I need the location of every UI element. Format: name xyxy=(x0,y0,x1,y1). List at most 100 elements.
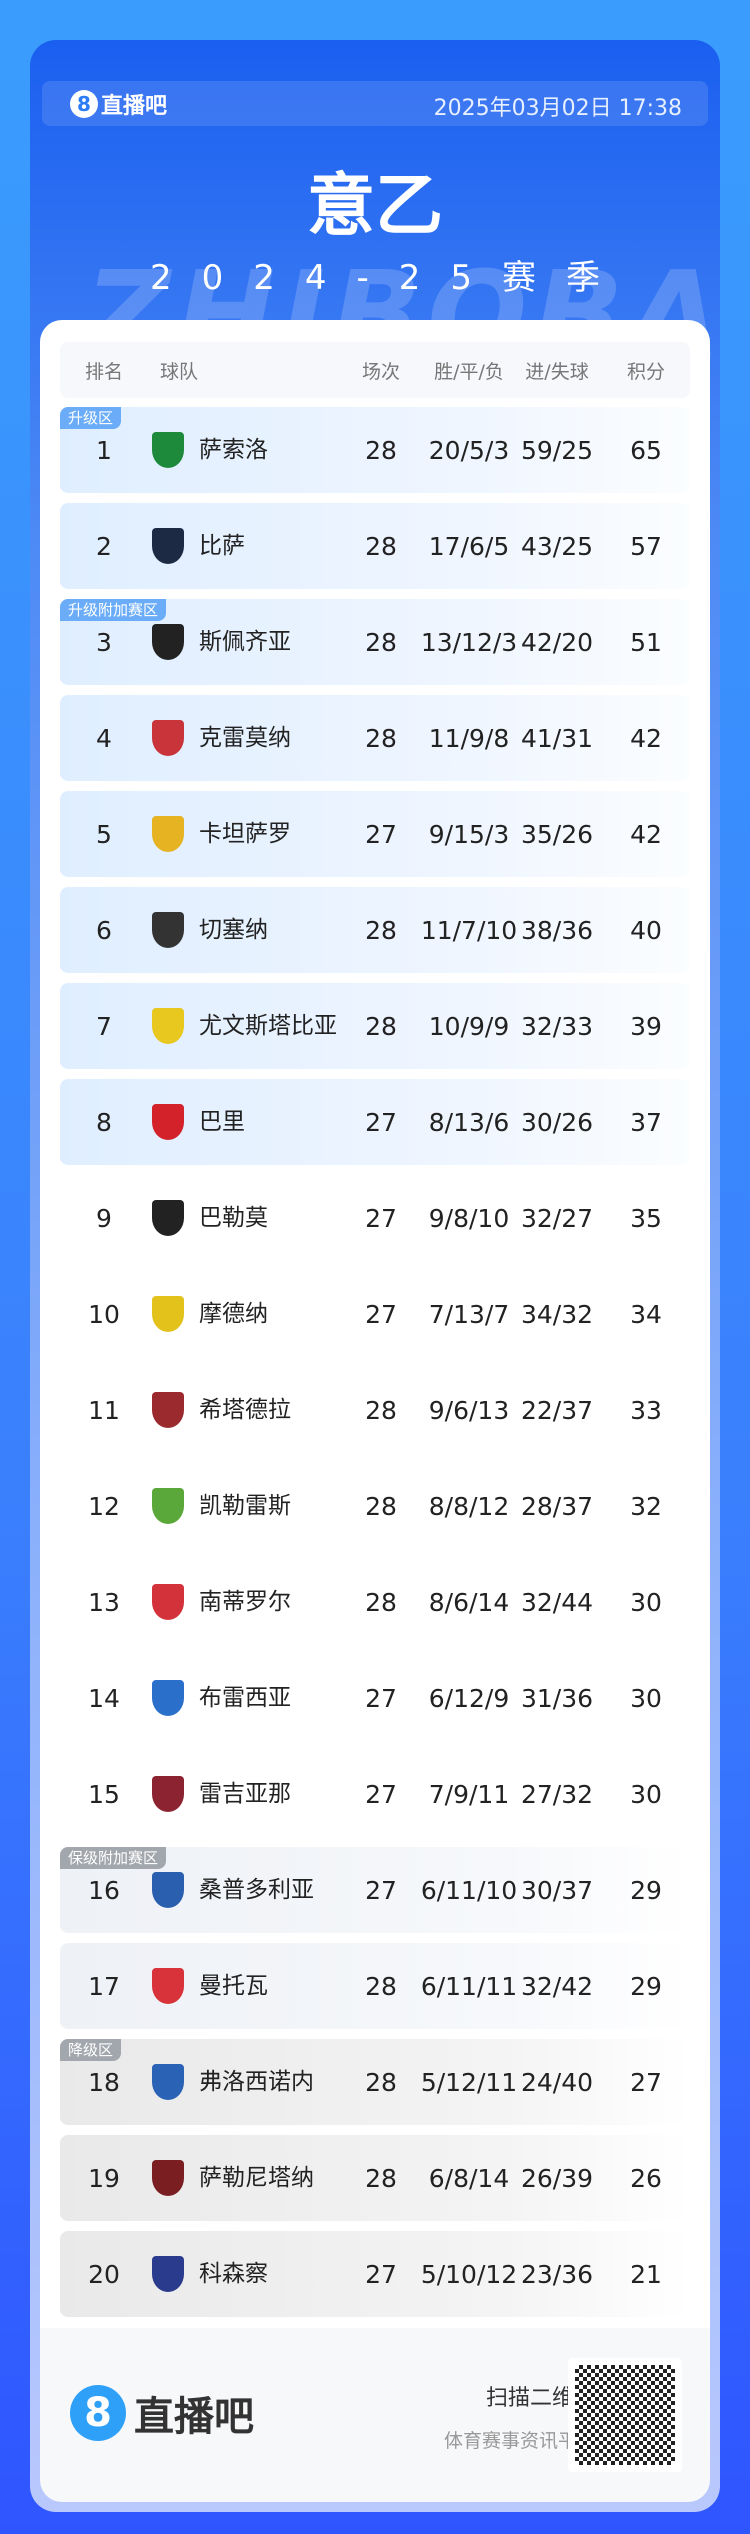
points: 42 xyxy=(630,723,662,753)
table-row[interactable]: 20 科森察 27 5/10/12 23/36 21 xyxy=(60,2231,690,2317)
team-name[interactable]: 南蒂罗尔 xyxy=(199,1589,291,1615)
table-row[interactable]: 升级附加赛区 3 斯佩齐亚 28 13/12/3 42/20 51 xyxy=(60,599,690,685)
team-name[interactable]: 比萨 xyxy=(199,533,245,559)
played: 28 xyxy=(365,2163,397,2193)
team-name[interactable]: 萨索洛 xyxy=(199,437,268,463)
team-crest-icon xyxy=(152,2256,184,2292)
col-wdl: 胜/平/负 xyxy=(434,360,504,383)
points: 21 xyxy=(630,2259,662,2289)
table-row[interactable]: 5 卡坦萨罗 27 9/15/3 35/26 42 xyxy=(60,791,690,877)
table-row[interactable]: 11 希塔德拉 28 9/6/13 22/37 33 xyxy=(60,1367,690,1453)
rank: 4 xyxy=(96,723,112,753)
team-logo-cell xyxy=(148,407,188,493)
points: 39 xyxy=(630,1011,662,1041)
team-name[interactable]: 凯勒雷斯 xyxy=(199,1493,291,1519)
table-row[interactable]: 8 巴里 27 8/13/6 30/26 37 xyxy=(60,1079,690,1165)
team-name[interactable]: 曼托瓦 xyxy=(199,1973,268,1999)
table-row[interactable]: 15 雷吉亚那 27 7/9/11 27/32 30 xyxy=(60,1751,690,1837)
table-row[interactable]: 保级附加赛区 16 桑普多利亚 27 6/11/10 30/37 29 xyxy=(60,1847,690,1933)
zone-badge: 保级附加赛区 xyxy=(60,1847,167,1869)
table-row[interactable]: 2 比萨 28 17/6/5 43/25 57 xyxy=(60,503,690,589)
table-row[interactable]: 12 凯勒雷斯 28 8/8/12 28/37 32 xyxy=(60,1463,690,1549)
team-name[interactable]: 巴勒莫 xyxy=(199,1205,268,1231)
team-name[interactable]: 尤文斯塔比亚 xyxy=(199,1013,337,1039)
played: 28 xyxy=(365,1971,397,2001)
table-row[interactable]: 9 巴勒莫 27 9/8/10 32/27 35 xyxy=(60,1175,690,1261)
team-name[interactable]: 弗洛西诺内 xyxy=(199,2069,314,2095)
team-name[interactable]: 科森察 xyxy=(199,2261,268,2287)
team-crest-icon xyxy=(152,1104,184,1140)
team-crest-icon xyxy=(152,2160,184,2196)
table-row[interactable]: 6 切塞纳 28 11/7/10 38/36 40 xyxy=(60,887,690,973)
team-logo-cell xyxy=(148,1655,188,1741)
wdl: 7/13/7 xyxy=(428,1299,510,1329)
played: 28 xyxy=(365,723,397,753)
table-row[interactable]: 7 尤文斯塔比亚 28 10/9/9 32/33 39 xyxy=(60,983,690,1069)
team-name[interactable]: 克雷莫纳 xyxy=(199,725,291,751)
table-row[interactable]: 10 摩德纳 27 7/13/7 34/32 34 xyxy=(60,1271,690,1357)
wdl: 9/15/3 xyxy=(428,819,510,849)
team-name[interactable]: 萨勒尼塔纳 xyxy=(199,2165,314,2191)
points: 33 xyxy=(630,1395,662,1425)
brand-logo: 8 直播吧 xyxy=(70,88,167,120)
team-name[interactable]: 摩德纳 xyxy=(199,1301,268,1327)
team-crest-icon xyxy=(152,1968,184,2004)
team-name[interactable]: 布雷西亚 xyxy=(199,1685,291,1711)
team-crest-icon xyxy=(152,1872,184,1908)
played: 28 xyxy=(365,1395,397,1425)
wdl: 20/5/3 xyxy=(428,435,510,465)
footer: 8 直播吧 扫描二维码 体育赛事资讯平台 xyxy=(40,2328,710,2502)
datetime: 2025年03月02日 17:38 xyxy=(433,96,682,121)
team-name[interactable]: 巴里 xyxy=(199,1109,245,1135)
team-logo-cell xyxy=(148,1175,188,1261)
points: 32 xyxy=(630,1491,662,1521)
col-goals: 进/失球 xyxy=(525,360,589,383)
rank: 7 xyxy=(96,1011,112,1041)
table-row[interactable]: 17 曼托瓦 28 6/11/11 32/42 29 xyxy=(60,1943,690,2029)
team-name[interactable]: 希塔德拉 xyxy=(199,1397,291,1423)
goals: 32/44 xyxy=(520,1587,594,1617)
rank: 17 xyxy=(88,1971,120,2001)
table-row[interactable]: 14 布雷西亚 27 6/12/9 31/36 30 xyxy=(60,1655,690,1741)
rank: 14 xyxy=(88,1683,120,1713)
team-crest-icon xyxy=(152,1680,184,1716)
team-crest-icon xyxy=(152,1200,184,1236)
team-crest-icon xyxy=(152,1584,184,1620)
table-row[interactable]: 4 克雷莫纳 28 11/9/8 41/31 42 xyxy=(60,695,690,781)
points: 29 xyxy=(630,1875,662,1905)
wdl: 8/13/6 xyxy=(428,1107,510,1137)
team-crest-icon xyxy=(152,528,184,564)
team-name[interactable]: 斯佩齐亚 xyxy=(199,629,291,655)
rank: 10 xyxy=(88,1299,120,1329)
qr-code[interactable] xyxy=(568,2358,682,2472)
team-name[interactable]: 卡坦萨罗 xyxy=(199,821,291,847)
table-row[interactable]: 降级区 18 弗洛西诺内 28 5/12/11 24/40 27 xyxy=(60,2039,690,2125)
rank: 13 xyxy=(88,1587,120,1617)
points: 65 xyxy=(630,435,662,465)
season-label: 2024-25赛季 xyxy=(149,258,631,298)
team-name[interactable]: 雷吉亚那 xyxy=(199,1781,291,1807)
team-name[interactable]: 桑普多利亚 xyxy=(199,1877,314,1903)
col-played: 场次 xyxy=(361,360,400,383)
played: 28 xyxy=(365,435,397,465)
wdl: 9/6/13 xyxy=(428,1395,510,1425)
goals: 32/42 xyxy=(520,1971,594,2001)
played: 27 xyxy=(365,1683,397,1713)
col-points: 积分 xyxy=(626,360,665,383)
rank: 15 xyxy=(88,1779,120,1809)
table-row[interactable]: 19 萨勒尼塔纳 28 6/8/14 26/39 26 xyxy=(60,2135,690,2221)
played: 27 xyxy=(365,1779,397,1809)
played: 27 xyxy=(365,819,397,849)
team-crest-icon xyxy=(152,912,184,948)
table-row[interactable]: 升级区 1 萨索洛 28 20/5/3 59/25 65 xyxy=(60,407,690,493)
page-title: 意乙 xyxy=(306,167,443,246)
points: 30 xyxy=(630,1683,662,1713)
team-name[interactable]: 切塞纳 xyxy=(199,917,268,943)
table-row[interactable]: 13 南蒂罗尔 28 8/6/14 32/44 30 xyxy=(60,1559,690,1645)
goals: 26/39 xyxy=(520,2163,594,2193)
table-header: 排名 球队 场次 胜/平/负 进/失球 积分 xyxy=(60,342,690,398)
goals: 30/26 xyxy=(520,1107,594,1137)
team-logo-cell xyxy=(148,599,188,685)
played: 28 xyxy=(365,915,397,945)
team-logo-cell xyxy=(148,1271,188,1357)
